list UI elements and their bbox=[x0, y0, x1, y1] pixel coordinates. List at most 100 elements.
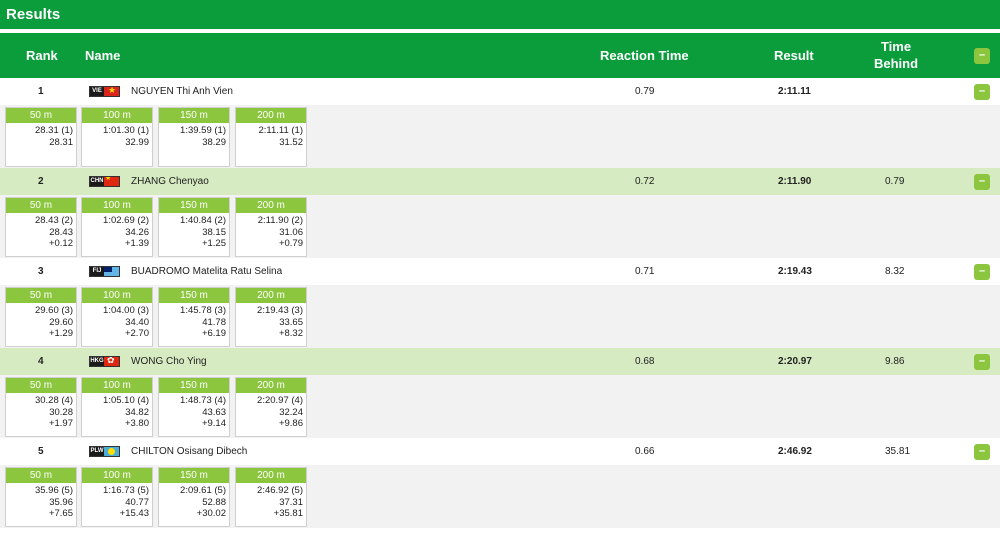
split-difference: +1.25 bbox=[201, 238, 226, 249]
split-values: 29.60 (3) 29.60 +1.29 bbox=[6, 303, 76, 340]
split-values: 2:11.11 (1) 31.52 bbox=[236, 123, 306, 148]
collapse-splits-button[interactable]: – bbox=[974, 264, 990, 280]
split-lap-time: 31.06 bbox=[279, 226, 303, 238]
splits-panel: 50 m 29.60 (3) 29.60 +1.29 100 m 1:04.00 (3) 3… bbox=[0, 285, 1000, 348]
split-lap-time: 37.31 bbox=[279, 496, 303, 508]
flag-image bbox=[104, 357, 119, 366]
result-value: 2:11.11 bbox=[778, 86, 811, 97]
country-code: VIE bbox=[90, 87, 104, 96]
vietnam-flag-icon: VIE bbox=[89, 86, 120, 97]
athlete-summary-row[interactable]: 1 VIE NGUYEN Thi Anh Vien 0.79 2:11.11 – bbox=[0, 78, 1000, 105]
reaction-time-value: 0.79 bbox=[635, 86, 655, 97]
results-title-bar: Results bbox=[0, 0, 1000, 31]
athlete-name: CHILTON Osisang Dibech bbox=[131, 446, 248, 457]
split-card: 100 m 1:01.30 (1) 32.99 bbox=[81, 107, 153, 167]
split-values: 2:09.61 (5) 52.88 +30.02 bbox=[159, 483, 229, 520]
split-card: 200 m 2:19.43 (3) 33.65 +8.32 bbox=[235, 287, 307, 347]
split-distance-label: 100 m bbox=[82, 378, 152, 393]
time-behind-value: 9.86 bbox=[885, 356, 905, 367]
split-distance-label: 200 m bbox=[236, 468, 306, 483]
flag-image bbox=[104, 177, 119, 186]
result-column-header: Result bbox=[774, 48, 814, 63]
athlete-summary-row[interactable]: 4 HKG WONG Cho Ying 0.68 2:20.97 9.86 – bbox=[0, 348, 1000, 375]
split-cumulative-time: 2:20.97 (4) bbox=[257, 395, 303, 406]
reaction-time-value: 0.66 bbox=[635, 446, 655, 457]
split-difference: +15.43 bbox=[119, 508, 149, 519]
split-card: 150 m 2:09.61 (5) 52.88 +30.02 bbox=[158, 467, 230, 527]
split-cumulative-time: 28.43 (2) bbox=[34, 215, 73, 226]
split-cumulative-time: 35.96 (5) bbox=[34, 485, 73, 496]
split-difference: +3.80 bbox=[124, 418, 149, 429]
split-distance-label: 50 m bbox=[6, 378, 76, 393]
collapse-all-button[interactable]: – bbox=[974, 48, 990, 64]
split-cumulative-time: 1:40.84 (2) bbox=[180, 215, 226, 226]
split-difference: +0.12 bbox=[48, 238, 73, 249]
split-difference: +30.02 bbox=[196, 508, 226, 519]
flag-image bbox=[104, 87, 119, 96]
time-behind-value: 8.32 bbox=[885, 266, 905, 277]
splits-panel: 50 m 35.96 (5) 35.96 +7.65 100 m 1:16.73 (5) 4… bbox=[0, 465, 1000, 528]
split-distance-label: 200 m bbox=[236, 198, 306, 213]
split-distance-label: 50 m bbox=[6, 468, 76, 483]
result-value: 2:11.90 bbox=[778, 176, 812, 187]
split-distance-label: 200 m bbox=[236, 378, 306, 393]
split-values: 1:02.69 (2) 34.26 +1.39 bbox=[82, 213, 152, 250]
athlete-summary-row[interactable]: 3 FIJ BUADROMO Matelita Ratu Selina 0.71 2:1… bbox=[0, 258, 1000, 285]
reaction-time-column-header: Reaction Time bbox=[600, 48, 689, 63]
splits-panel: 50 m 28.31 (1) 28.31 100 m 1:01.30 (1) 32.99 1… bbox=[0, 105, 1000, 168]
split-distance-label: 150 m bbox=[159, 378, 229, 393]
result-value: 2:19.43 bbox=[778, 266, 812, 277]
athlete-name: BUADROMO Matelita Ratu Selina bbox=[131, 266, 283, 277]
split-values: 28.31 (1) 28.31 bbox=[6, 123, 76, 148]
time-behind-column-header: Time Behind bbox=[872, 38, 920, 72]
split-cumulative-time: 2:11.90 (2) bbox=[257, 215, 303, 226]
collapse-splits-button[interactable]: – bbox=[974, 444, 990, 460]
split-lap-time: 28.43 bbox=[49, 226, 73, 238]
split-distance-label: 150 m bbox=[159, 198, 229, 213]
split-cumulative-time: 28.31 (1) bbox=[34, 125, 73, 136]
athlete-summary-row[interactable]: 2 CHN ZHANG Chenyao 0.72 2:11.90 0.79 – bbox=[0, 168, 1000, 195]
split-card: 200 m 2:20.97 (4) 32.24 +9.86 bbox=[235, 377, 307, 437]
split-values: 2:19.43 (3) 33.65 +8.32 bbox=[236, 303, 306, 340]
split-distance-label: 100 m bbox=[82, 108, 152, 123]
split-difference: +1.29 bbox=[48, 328, 73, 339]
flag-image bbox=[104, 267, 119, 276]
split-card: 50 m 28.43 (2) 28.43 +0.12 bbox=[5, 197, 77, 257]
time-behind-header-line1: Time bbox=[880, 39, 912, 54]
split-values: 1:01.30 (1) 32.99 bbox=[82, 123, 152, 148]
hong-kong-flag-icon: HKG bbox=[89, 356, 120, 367]
splits-panel: 50 m 30.28 (4) 30.28 +1.97 100 m 1:05.10 (4) 3… bbox=[0, 375, 1000, 438]
split-cumulative-time: 1:04.00 (3) bbox=[103, 305, 149, 316]
split-cumulative-time: 2:46.92 (5) bbox=[257, 485, 303, 496]
collapse-splits-button[interactable]: – bbox=[974, 174, 990, 190]
split-difference: +8.32 bbox=[278, 328, 303, 339]
split-lap-time: 52.88 bbox=[202, 496, 226, 508]
split-card: 150 m 1:39.59 (1) 38.29 bbox=[158, 107, 230, 167]
split-cumulative-time: 1:01.30 (1) bbox=[103, 125, 149, 136]
split-cumulative-time: 29.60 (3) bbox=[34, 305, 73, 316]
split-card: 100 m 1:16.73 (5) 40.77 +15.43 bbox=[81, 467, 153, 527]
split-cumulative-time: 1:39.59 (1) bbox=[180, 125, 226, 136]
split-lap-time: 31.52 bbox=[279, 136, 303, 148]
split-lap-time: 38.29 bbox=[202, 136, 226, 148]
split-distance-label: 100 m bbox=[82, 198, 152, 213]
split-cumulative-time: 1:05.10 (4) bbox=[103, 395, 149, 406]
split-card: 200 m 2:11.11 (1) 31.52 bbox=[235, 107, 307, 167]
china-flag-icon: CHN bbox=[89, 176, 120, 187]
split-lap-time: 30.28 bbox=[49, 406, 73, 418]
split-card: 100 m 1:04.00 (3) 34.40 +2.70 bbox=[81, 287, 153, 347]
split-distance-label: 200 m bbox=[236, 108, 306, 123]
split-card: 150 m 1:40.84 (2) 38.15 +1.25 bbox=[158, 197, 230, 257]
split-lap-time: 28.31 bbox=[49, 136, 73, 148]
split-lap-time: 34.40 bbox=[125, 316, 149, 328]
split-distance-label: 150 m bbox=[159, 288, 229, 303]
athlete-summary-row[interactable]: 5 PLW CHILTON Osisang Dibech 0.66 2:46.92 35.… bbox=[0, 438, 1000, 465]
palau-flag-icon: PLW bbox=[89, 446, 120, 457]
split-lap-time: 43.63 bbox=[202, 406, 226, 418]
reaction-time-value: 0.71 bbox=[635, 266, 655, 277]
split-card: 50 m 35.96 (5) 35.96 +7.65 bbox=[5, 467, 77, 527]
split-lap-time: 29.60 bbox=[49, 316, 73, 328]
collapse-splits-button[interactable]: – bbox=[974, 354, 990, 370]
split-values: 2:46.92 (5) 37.31 +35.81 bbox=[236, 483, 306, 520]
collapse-splits-button[interactable]: – bbox=[974, 84, 990, 100]
